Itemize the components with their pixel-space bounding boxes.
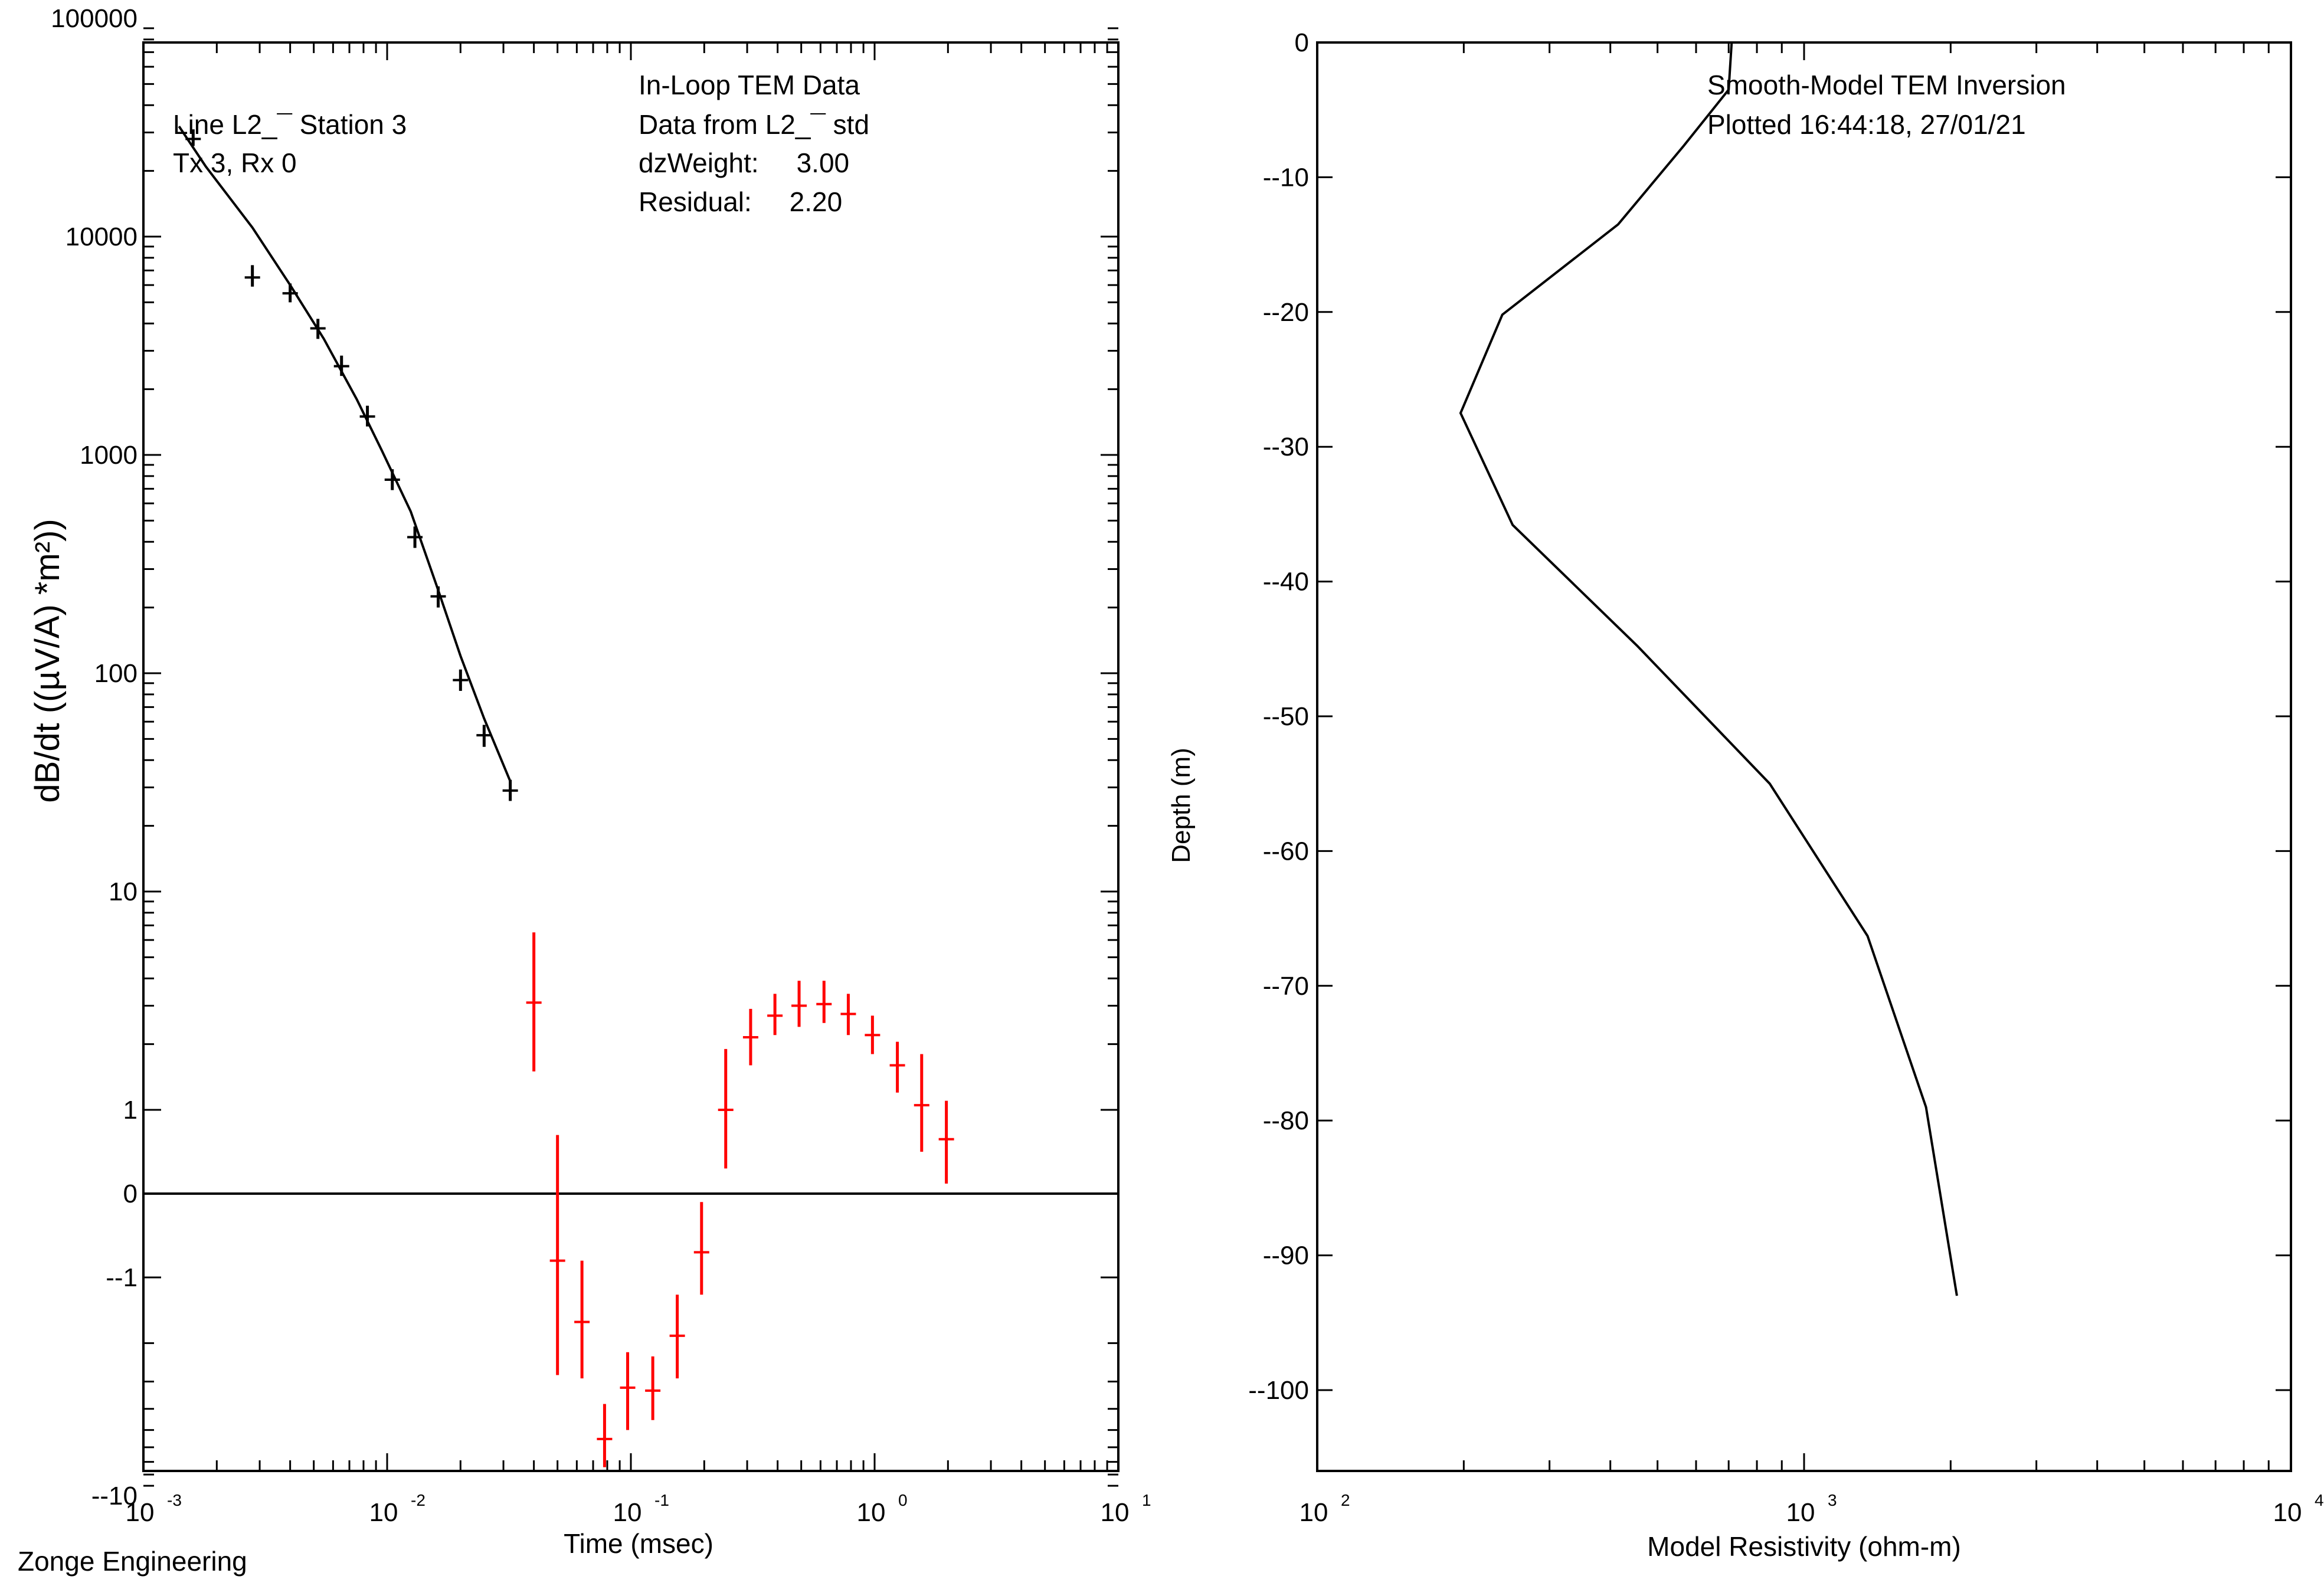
- right-plot-timestamp: Plotted 16:44:18, 27/01/21: [1707, 109, 2026, 140]
- left-annotation-txrx: Tx 3, Rx 0: [173, 148, 297, 178]
- observed-point: [310, 319, 326, 339]
- model-line: [1459, 42, 1958, 1296]
- y-tick-label: 1: [123, 1096, 138, 1125]
- left-residual: Residual: 2.20: [639, 186, 842, 217]
- observed-point-red: [865, 1015, 880, 1054]
- y-tick-label: --90: [1263, 1241, 1309, 1270]
- y-tick-label: --60: [1263, 837, 1309, 866]
- right-y-axis-label: Depth (m): [1167, 748, 1196, 863]
- y-tick-label: --30: [1263, 432, 1309, 461]
- observed-point: [333, 355, 349, 376]
- y-tick-label: --20: [1263, 298, 1309, 327]
- observed-point: [244, 265, 260, 287]
- x-tick-exponent: 2: [1341, 1491, 1350, 1509]
- footer-company: Zonge Engineering: [18, 1546, 247, 1577]
- y-tick-label: 10: [109, 877, 138, 906]
- observed-point-red: [914, 1054, 929, 1152]
- observed-point: [502, 779, 518, 801]
- observed-points: [185, 129, 954, 1467]
- y-tick-label: --1: [106, 1263, 138, 1292]
- observed-point-red: [693, 1202, 709, 1295]
- observed-point-red: [549, 1135, 565, 1375]
- x-tick-exponent: 0: [898, 1491, 908, 1509]
- x-tick-label: 10: [613, 1498, 642, 1527]
- x-tick-label: 10: [1101, 1498, 1130, 1527]
- left-chart-title: In-Loop TEM Data: [639, 70, 860, 100]
- inversion-panel: 0 --10 --20 --30 --40 --50 --60 --70 --80 --90 --1…: [1167, 28, 2324, 1562]
- observed-point-red: [791, 981, 807, 1027]
- x-tick-exponent: 4: [2315, 1491, 2324, 1509]
- observed-point-red: [840, 994, 856, 1036]
- right-minor-ticks: [1316, 41, 2291, 1471]
- observed-point-red: [889, 1041, 905, 1093]
- x-tick-label: 10: [1300, 1498, 1328, 1527]
- x-tick-label: 10: [126, 1498, 155, 1527]
- observed-point: [359, 405, 375, 427]
- x-tick-exponent: 3: [1828, 1491, 1837, 1509]
- right-plot-frame: [1316, 41, 2292, 1472]
- y-tick-label: 100000: [51, 4, 138, 33]
- y-tick-label: --10: [91, 1482, 138, 1510]
- x-tick-label: 10: [857, 1498, 886, 1527]
- observed-point-red: [620, 1352, 636, 1430]
- observed-point: [185, 129, 201, 146]
- y-tick-label: --70: [1263, 972, 1309, 1001]
- observed-point-red: [816, 981, 832, 1023]
- observed-point-red: [718, 1048, 734, 1169]
- observed-point-red: [742, 1008, 758, 1066]
- observed-point: [476, 725, 492, 747]
- observed-point: [384, 469, 400, 490]
- observed-point-red: [526, 932, 542, 1071]
- observed-point-red: [645, 1356, 661, 1420]
- left-annotation-line: Line L2_¯ Station 3: [173, 109, 407, 140]
- observed-point-red: [574, 1260, 590, 1379]
- y-tick-label: --10: [1263, 163, 1309, 192]
- calculated-response-line: [178, 125, 512, 782]
- y-tick-label: --40: [1263, 568, 1309, 597]
- x-tick-label: 10: [2273, 1498, 2302, 1527]
- y-tick-label: --50: [1263, 702, 1309, 731]
- observed-point: [453, 669, 469, 691]
- observed-point-red: [669, 1295, 685, 1379]
- x-tick-exponent: -3: [167, 1491, 182, 1509]
- right-tick-labels: 0 --10 --20 --30 --40 --50 --60 --70 --80 --90 --1…: [1248, 28, 2323, 1527]
- right-x-axis-label: Model Resistivity (ohm-m): [1647, 1531, 1961, 1562]
- left-y-axis-label: dB/dt ((µV/A) *m²)): [28, 519, 67, 802]
- x-tick-label: 10: [1786, 1498, 1815, 1527]
- observed-point-red: [597, 1404, 613, 1467]
- x-tick-exponent: -1: [654, 1491, 669, 1509]
- observed-point-red: [767, 994, 783, 1036]
- resistivity-model-line: [1459, 42, 1958, 1296]
- observed-point: [430, 586, 446, 608]
- y-tick-label: --100: [1248, 1376, 1309, 1405]
- y-tick-label: 1000: [80, 441, 138, 470]
- y-tick-label: 10000: [66, 222, 138, 251]
- y-tick-label: 0: [1295, 28, 1309, 57]
- observed-point: [407, 526, 423, 548]
- observed-point: [282, 283, 298, 303]
- observed-point-red: [938, 1100, 954, 1184]
- y-tick-label: 100: [94, 659, 138, 688]
- left-minor-ticks: [142, 27, 1118, 1487]
- left-plot-frame: [142, 41, 1120, 1472]
- x-tick-label: 10: [369, 1498, 398, 1527]
- y-tick-label: 0: [123, 1179, 138, 1208]
- left-data-source: Data from L2_¯ std: [639, 109, 869, 140]
- right-chart-title: Smooth-Model TEM Inversion: [1707, 70, 2066, 100]
- x-tick-exponent: 1: [1142, 1491, 1151, 1509]
- y-tick-label: --80: [1263, 1106, 1309, 1135]
- left-x-axis-label: Time (msec): [564, 1528, 713, 1559]
- calculated-curve: [178, 125, 512, 782]
- left-dzweight: dzWeight: 3.00: [639, 148, 849, 178]
- x-tick-exponent: -2: [411, 1491, 425, 1509]
